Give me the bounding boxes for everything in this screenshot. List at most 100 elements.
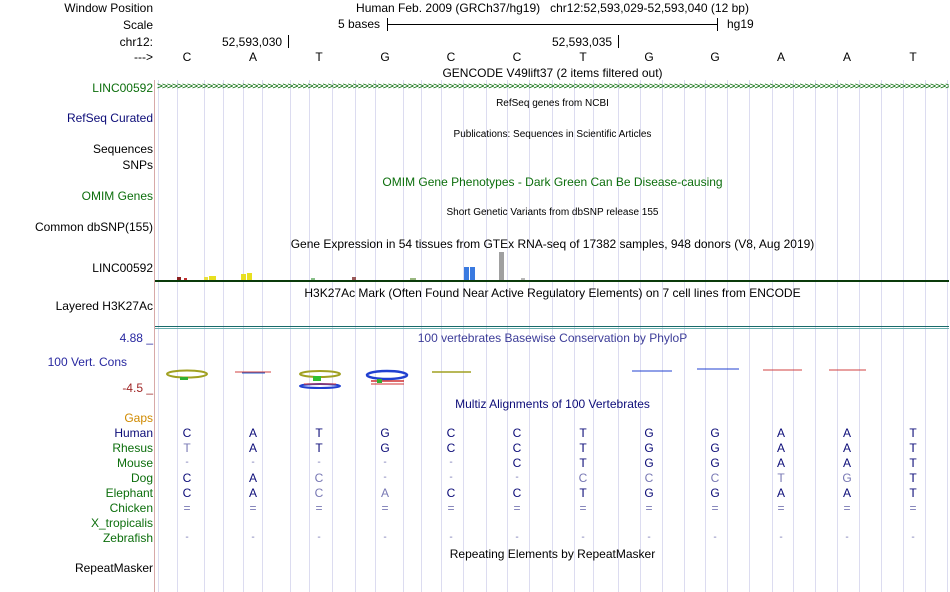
aligned-base: C	[710, 471, 720, 485]
aligned-base: A	[248, 426, 257, 440]
aligned-base: C	[446, 486, 456, 500]
aligned-base: C	[578, 471, 588, 485]
snps-label[interactable]: SNPs	[122, 158, 153, 172]
aligned-base: =	[711, 501, 719, 515]
aligned-base: -	[383, 472, 387, 483]
aligned-base: -	[845, 532, 849, 543]
gtex-linc00592-label[interactable]: LINC00592	[92, 261, 153, 275]
grid-line	[881, 80, 882, 592]
grid-line	[837, 80, 838, 592]
aligned-base: C	[446, 441, 456, 455]
aligned-base: G	[644, 426, 654, 440]
aligned-base: =	[909, 501, 917, 515]
grid-line	[793, 80, 794, 592]
multiz-track-title[interactable]: Multiz Alignments of 100 Vertebrates	[455, 397, 650, 411]
aligned-base: C	[512, 426, 522, 440]
grid-line	[618, 80, 619, 592]
gaps-label[interactable]: Gaps	[124, 411, 153, 425]
scale-label: Scale	[122, 18, 153, 32]
grid-line	[684, 80, 685, 592]
aligned-base: C	[314, 471, 324, 485]
aligned-base: C	[182, 486, 192, 500]
aligned-base: =	[447, 501, 455, 515]
aligned-base: -	[251, 457, 255, 468]
gencode-track-title[interactable]: GENCODE V49lift37 (2 items filtered out)	[442, 66, 663, 80]
reference-base: C	[446, 50, 456, 64]
common-dbsnp-label[interactable]: Common dbSNP(155)	[34, 220, 153, 234]
aligned-base: -	[185, 457, 189, 468]
aligned-base: -	[581, 532, 585, 543]
linc00592-track-label[interactable]: LINC00592	[92, 81, 153, 95]
aligned-base: G	[710, 441, 720, 455]
sequences-label[interactable]: Sequences	[92, 142, 153, 156]
aligned-base: =	[381, 501, 389, 515]
reference-base: T	[579, 50, 587, 64]
reference-base: T	[909, 50, 917, 64]
grid-line	[421, 80, 422, 592]
aligned-base: -	[911, 532, 915, 543]
aligned-base: T	[909, 456, 917, 470]
species-label-dog[interactable]: Dog	[130, 471, 153, 485]
grid-line	[355, 80, 356, 592]
species-label-mouse[interactable]: Mouse	[116, 456, 153, 470]
refseq-track-title[interactable]: RefSeq genes from NCBI	[496, 98, 609, 109]
aligned-base: T	[183, 441, 191, 455]
grid-line	[749, 80, 750, 592]
aligned-base: A	[776, 486, 785, 500]
coord-tick-2	[618, 35, 619, 48]
aligned-base: T	[579, 456, 587, 470]
gtex-track-title[interactable]: Gene Expression in 54 tissues from GTEx …	[290, 237, 815, 251]
grid-line	[177, 80, 178, 592]
repeatmasker-track-title[interactable]: Repeating Elements by RepeatMasker	[449, 547, 656, 561]
aligned-base: -	[317, 532, 321, 543]
aligned-base: -	[251, 532, 255, 543]
aligned-base: C	[182, 426, 192, 440]
aligned-base: G	[380, 426, 390, 440]
omim-genes-label[interactable]: OMIM Genes	[81, 189, 153, 203]
coord-52593030: 52,593,030	[222, 35, 283, 49]
grid-line	[903, 80, 904, 592]
aligned-base: C	[512, 441, 522, 455]
aligned-base: A	[248, 486, 257, 500]
grid-line	[574, 80, 575, 592]
100-vert-cons-label[interactable]: 100 Vert. Cons	[47, 355, 127, 369]
linc00592-gene-feature[interactable]: >>>>>>>>>>>>>>>>>>>>>>>>>>>>>>>>>>>>>>>>…	[157, 81, 949, 92]
aligned-base: =	[645, 501, 653, 515]
aligned-base: -	[515, 532, 519, 543]
publications-track-title[interactable]: Publications: Sequences in Scientific Ar…	[453, 129, 652, 140]
layered-h3k27ac-label[interactable]: Layered H3K27Ac	[55, 299, 153, 313]
refseq-curated-label[interactable]: RefSeq Curated	[66, 111, 153, 125]
phylop-track-title[interactable]: 100 vertebrates Basewise Conservation by…	[417, 331, 688, 345]
species-label-human[interactable]: Human	[114, 426, 153, 440]
aligned-base: T	[579, 426, 587, 440]
aligned-base: A	[776, 441, 785, 455]
grid-line	[204, 80, 205, 592]
species-label-chicken[interactable]: Chicken	[109, 501, 153, 515]
grid-line	[772, 80, 773, 592]
aligned-base: C	[182, 471, 192, 485]
dbsnp-track-title[interactable]: Short Genetic Variants from dbSNP releas…	[446, 207, 659, 218]
reference-base: C	[512, 50, 522, 64]
grid-line	[815, 80, 816, 592]
repeatmasker-label[interactable]: RepeatMasker	[74, 561, 153, 575]
grid-line	[290, 80, 291, 592]
omim-track-title[interactable]: OMIM Gene Phenotypes - Dark Green Can Be…	[382, 175, 723, 189]
grid-line	[158, 80, 159, 592]
aligned-base: -	[383, 532, 387, 543]
coord-52593035: 52,593,035	[552, 35, 613, 49]
aligned-base: G	[644, 441, 654, 455]
grid-line	[332, 80, 333, 592]
reference-base: G	[710, 50, 720, 64]
species-label-rhesus[interactable]: Rhesus	[112, 441, 153, 455]
aligned-base: A	[842, 426, 851, 440]
grid-line	[947, 80, 948, 592]
h3k27ac-track-title[interactable]: H3K27Ac Mark (Often Found Near Active Re…	[304, 286, 801, 300]
species-label-zebrafish[interactable]: Zebrafish	[102, 531, 153, 545]
species-label-x_tropicalis[interactable]: X_tropicalis	[90, 516, 153, 530]
aligned-base: G	[710, 426, 720, 440]
aligned-base: -	[317, 457, 321, 468]
aligned-base: -	[647, 532, 651, 543]
aligned-base: =	[513, 501, 521, 515]
species-label-elephant[interactable]: Elephant	[105, 486, 153, 500]
